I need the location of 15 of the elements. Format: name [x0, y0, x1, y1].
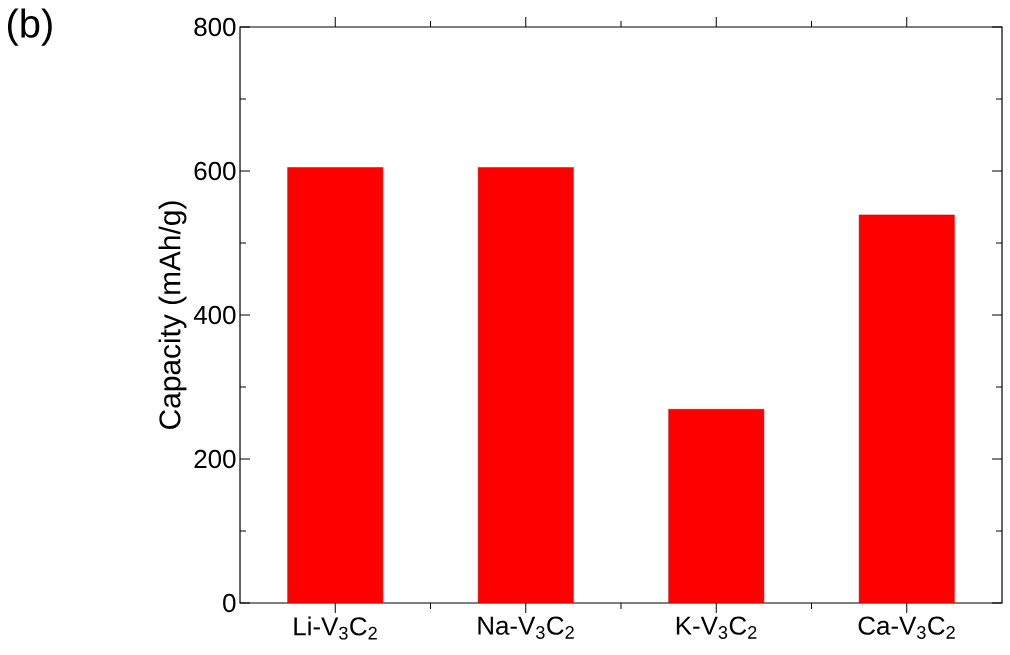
bar: [668, 409, 765, 603]
y-tick-label: 800: [194, 17, 236, 37]
x-tick-label: K-V$_{3}$C$_{2}$: [676, 616, 757, 639]
bar: [858, 214, 955, 603]
text: (b): [8, 8, 52, 46]
x-tick-label: Li-V$_{3}$C$_{2}$: [294, 616, 377, 640]
y-tick-label: 400: [193, 305, 236, 325]
y-axis-title: Capacity (mAh/g): [158, 201, 187, 429]
x-tick-label: Na-V$_{3}$C$_{2}$: [478, 616, 574, 639]
y-tick-label: 0: [223, 593, 236, 613]
x-tick-label: Ca-V$_{3}$C$_{2}$: [858, 616, 955, 639]
y-tick-label: 200: [194, 449, 236, 469]
bar: [477, 167, 574, 603]
y-tick-label: 600: [194, 161, 236, 181]
bar: [287, 167, 384, 603]
